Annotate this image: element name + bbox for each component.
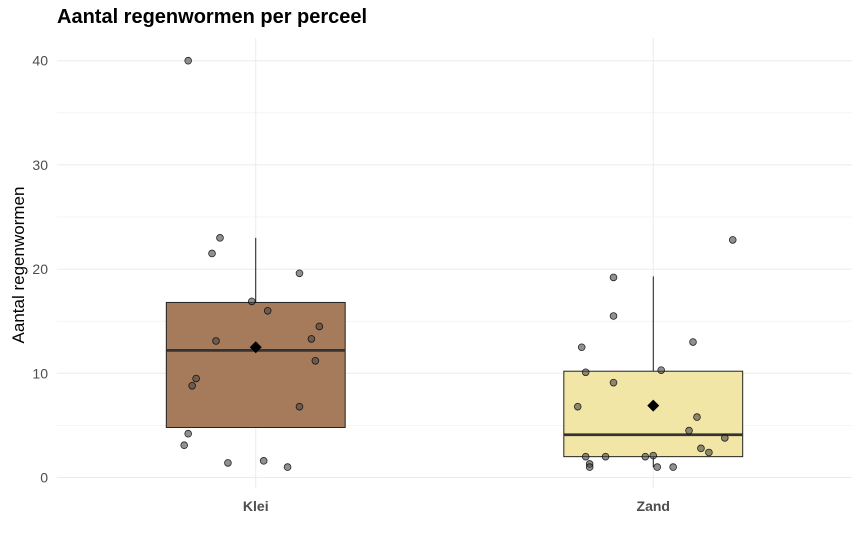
data-point [188,382,196,390]
data-point [581,368,590,377]
y-tick-label: 10 [32,365,48,381]
y-tick-label: 40 [32,53,48,69]
box-zand [563,370,744,458]
data-point [311,356,320,365]
data-point [216,234,224,242]
data-point [720,434,729,442]
data-point [295,402,304,411]
data-point [585,463,594,471]
data-point [705,448,713,457]
data-point [247,297,256,306]
box-klei [165,301,346,428]
data-point [697,444,705,453]
data-point [283,463,292,471]
data-point [728,236,737,244]
data-point [601,452,610,461]
data-point [653,463,662,471]
data-point [689,338,697,346]
x-category-label: Zand [637,498,670,514]
data-point [641,452,650,461]
data-point [184,429,192,438]
data-point [609,312,618,320]
data-point [180,441,189,449]
data-point [184,56,192,65]
y-axis-title: Aantal regenwormen [9,187,28,344]
data-point [192,374,200,383]
data-point [669,463,677,471]
x-category-label: Klei [243,498,269,514]
data-point [693,413,701,421]
data-point [573,402,582,411]
data-point [609,273,618,282]
mean-marker [249,341,262,354]
data-point [208,249,216,258]
boxes [165,56,744,471]
data-point [581,452,590,461]
data-point [259,457,268,465]
data-point [224,459,232,467]
data-point [263,306,272,315]
y-tick-label: 0 [40,470,48,486]
data-point [609,378,618,387]
data-point [685,426,693,435]
data-point [307,335,316,343]
data-point [315,322,324,331]
y-axis-ticks: 0 10 20 30 40 [32,53,48,486]
data-point [295,269,304,278]
y-tick-label: 30 [32,157,48,173]
y-tick-label: 20 [32,261,48,277]
mean-marker [647,399,660,412]
data-point [577,343,586,352]
data-point [649,451,658,460]
data-point [212,337,220,345]
data-point [657,366,665,374]
chart-title: Aantal regenwormen per perceel [57,6,368,28]
x-axis-categories: Klei Zand [243,498,670,514]
